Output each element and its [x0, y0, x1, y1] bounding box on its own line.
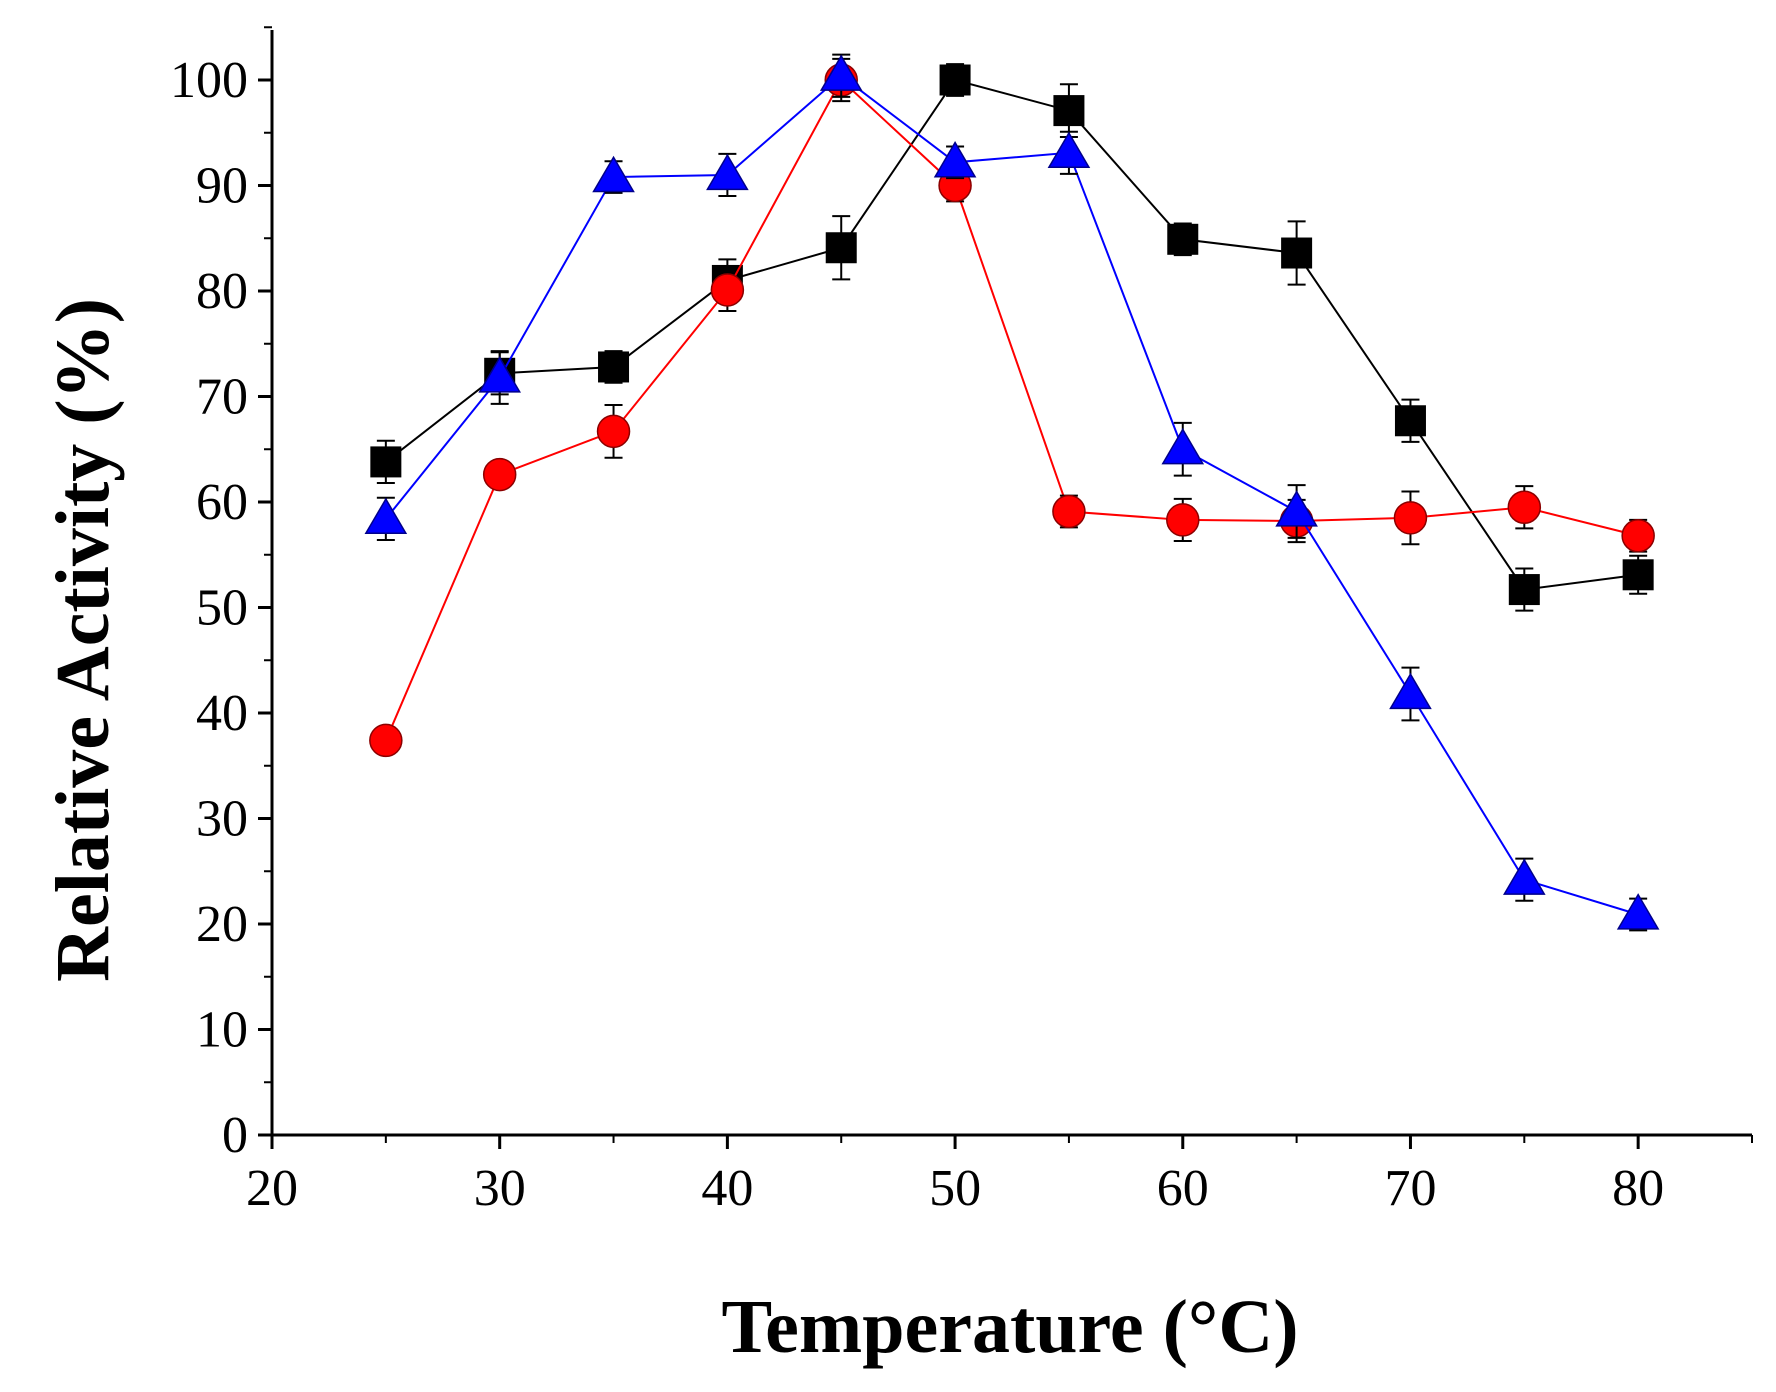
y-tick-label: 100	[170, 52, 248, 109]
data-point-triangle	[819, 54, 863, 91]
axes	[270, 30, 1752, 1137]
data-point-square	[1281, 237, 1313, 269]
data-point-triangle	[1275, 490, 1318, 527]
data-point-square	[598, 351, 630, 383]
x-tick-label: 50	[929, 1160, 981, 1217]
data-point-triangle	[1161, 427, 1205, 465]
x-axis-title: Temperature (°C)	[721, 1285, 1298, 1369]
series-line	[385, 78, 1639, 591]
y-tick-label: 40	[196, 685, 248, 742]
y-tick-label: 10	[196, 1002, 248, 1059]
data-point-square	[825, 232, 857, 264]
data-point-square	[1508, 574, 1540, 606]
data-point-circle	[369, 723, 403, 758]
y-axis-title: Relative Activity (%)	[41, 298, 125, 982]
data-point-circle	[596, 414, 631, 449]
data-point-circle	[1166, 503, 1200, 537]
data-point-triangle	[1503, 858, 1546, 895]
x-tick-label: 70	[1384, 1160, 1436, 1217]
x-tick-label: 30	[474, 1160, 526, 1217]
data-point-triangle	[1047, 131, 1091, 168]
y-tick-label: 80	[196, 263, 248, 320]
data-point-square	[1053, 95, 1085, 127]
data-point-circle	[1393, 501, 1428, 535]
data-point-circle	[710, 273, 745, 307]
data-point-triangle	[364, 497, 408, 535]
y-tick-label: 70	[196, 369, 248, 426]
data-point-triangle	[1616, 893, 1660, 930]
series-group	[364, 53, 1660, 932]
x-tick-label: 80	[1612, 1160, 1664, 1217]
data-point-square	[939, 64, 971, 96]
data-point-square	[1167, 223, 1199, 255]
y-tick-label: 0	[222, 1107, 248, 1164]
ticks: 20 30 40 50 60 70 80 0 10 20 30 40 50 60 70 80 90 100	[170, 26, 1753, 1217]
x-tick-label: 40	[701, 1160, 753, 1217]
data-point-square	[370, 446, 402, 478]
y-tick-label: 50	[196, 580, 248, 637]
series-line	[385, 74, 1639, 916]
data-point-triangle	[933, 140, 977, 178]
data-point-circle	[1621, 519, 1655, 553]
series-triangle	[364, 53, 1660, 932]
y-tick-label: 90	[196, 158, 248, 215]
data-point-triangle	[706, 153, 749, 191]
data-point-circle	[1052, 494, 1086, 529]
x-tick-label: 60	[1157, 1160, 1209, 1217]
series-line	[384, 78, 1639, 741]
series-circle	[369, 57, 1655, 758]
data-point-square	[1622, 559, 1654, 591]
y-tick-label: 60	[196, 474, 248, 531]
data-point-triangle	[592, 155, 635, 193]
data-point-circle	[1507, 490, 1542, 525]
x-tick-label: 20	[246, 1160, 298, 1217]
data-point-circle	[482, 457, 517, 492]
data-point-triangle	[478, 356, 521, 393]
data-point-triangle	[1389, 672, 1432, 710]
y-tick-label: 20	[196, 896, 248, 953]
series-square	[370, 63, 1654, 612]
data-point-square	[1394, 405, 1426, 437]
y-tick-label: 30	[196, 791, 248, 848]
